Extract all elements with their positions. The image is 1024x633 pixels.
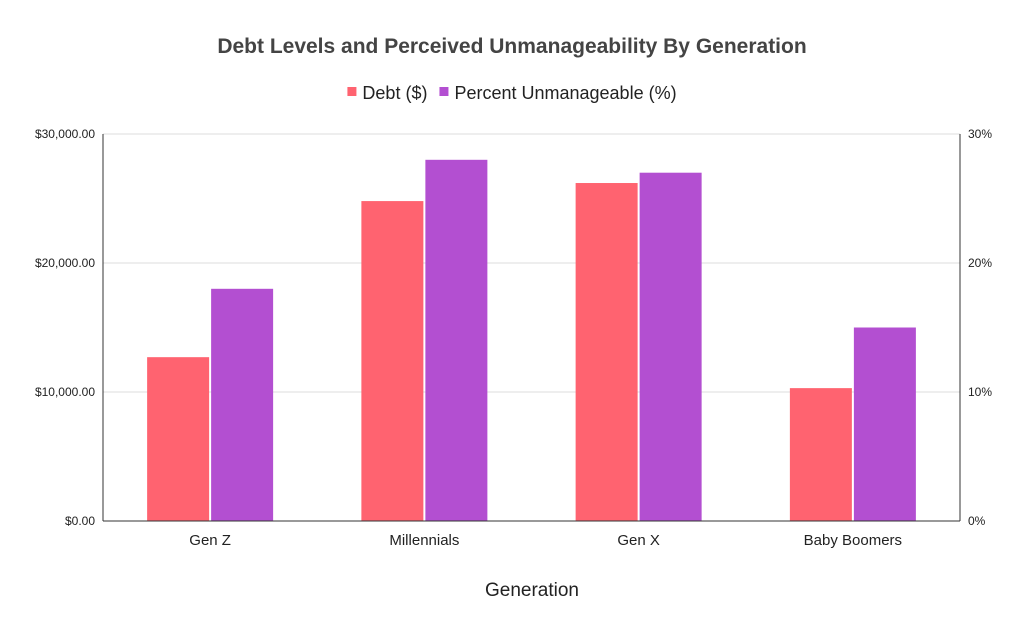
bar-percent-unmanageable [211,288,274,521]
legend-label: Debt ($) [362,83,427,103]
category-label: Gen X [617,532,660,549]
left-tick-label: $30,000.00 [35,127,95,141]
bar-debt [789,388,852,521]
x-axis-label: Generation [485,580,579,601]
left-tick-label: $0.00 [65,514,95,528]
right-axis-ticks: 0% 10% 20% 30% [968,127,992,528]
right-tick-label: 10% [968,385,992,399]
left-tick-label: $20,000.00 [35,256,95,270]
chart-title: Debt Levels and Perceived Unmanageabilit… [217,35,806,58]
bar-debt [361,201,424,521]
category-label: Gen Z [189,532,231,549]
legend-swatch [347,87,357,96]
legend-swatch [439,87,449,96]
right-tick-label: 20% [968,256,992,270]
legend: Debt ($) Percent Unmanageable (%) [347,83,677,103]
legend-label: Percent Unmanageable (%) [454,83,676,103]
axes [102,134,961,522]
bar-debt [147,357,210,521]
bar-percent-unmanageable [425,159,488,522]
category-label: Baby Boomers [804,532,902,549]
right-tick-label: 0% [968,514,986,528]
bar-percent-unmanageable [853,327,916,521]
category-label: Millennials [389,532,459,549]
bars [147,159,916,522]
category-labels: Gen Z Millennials Gen X Baby Boomers [189,532,902,549]
right-tick-label: 30% [968,127,992,141]
left-axis-ticks: $0.00 $10,000.00 $20,000.00 $30,000.00 [35,127,95,528]
left-tick-label: $10,000.00 [35,385,95,399]
bar-percent-unmanageable [639,172,702,521]
bar-debt [575,183,638,521]
